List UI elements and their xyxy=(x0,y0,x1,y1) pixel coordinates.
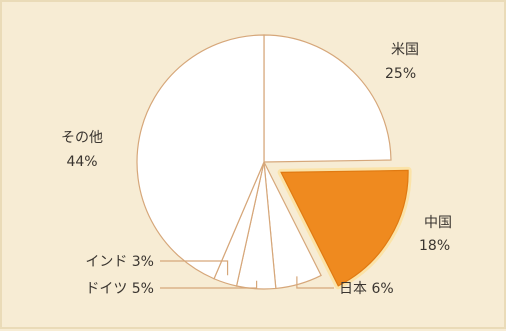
label-germany: ドイツ 5% xyxy=(85,281,154,297)
label-other-value: 44% xyxy=(66,154,97,170)
slice-labels: 米国 25% 中国 18% その他 44% インド 3% ドイツ 5% 日本 6… xyxy=(61,42,452,297)
label-china-name: 中国 xyxy=(424,215,452,231)
label-usa-value: 25% xyxy=(385,66,416,82)
pie-slices xyxy=(136,34,412,290)
pie-slice-0 xyxy=(263,34,392,163)
pie-slice-1 xyxy=(280,169,409,287)
leader-line-2 xyxy=(296,276,334,289)
label-india: インド 3% xyxy=(85,254,154,270)
leader-line-3 xyxy=(160,280,258,289)
label-other-name: その他 xyxy=(61,130,103,146)
pie-slice-5 xyxy=(136,34,265,280)
leader-line-4 xyxy=(160,260,229,276)
label-japan: 日本 6% xyxy=(339,281,394,297)
leader-lines xyxy=(160,260,334,289)
label-china-value: 18% xyxy=(419,238,450,254)
label-usa-name: 米国 xyxy=(391,42,419,58)
